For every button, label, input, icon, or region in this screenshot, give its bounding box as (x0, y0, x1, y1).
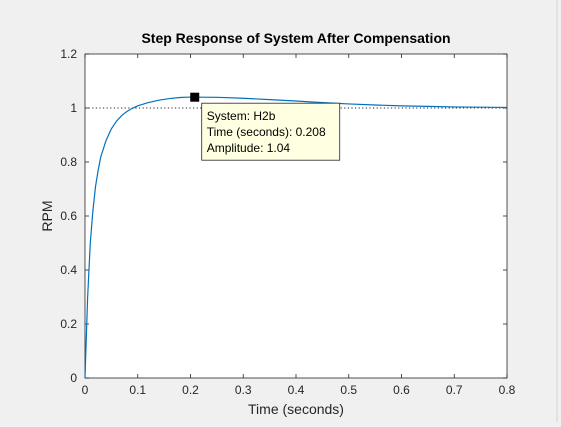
chart-title: Step Response of System After Compensati… (141, 30, 450, 46)
y-tick-label: 0 (70, 371, 77, 385)
x-axis-label: Time (seconds) (248, 401, 344, 417)
x-tick-label: 0.3 (235, 383, 252, 397)
datatip-marker[interactable] (190, 92, 200, 102)
y-tick-label: 0.8 (60, 155, 77, 169)
x-tick-label: 0.6 (393, 383, 410, 397)
x-tick-label: 0 (82, 383, 89, 397)
axis-ticks (84, 53, 508, 379)
y-tick-label: 1.2 (60, 47, 77, 61)
datatip-box (201, 102, 341, 161)
x-tick-label: 0.2 (182, 383, 199, 397)
y-axis-label: RPM (39, 200, 55, 231)
tick-labels: 0 0.1 0.2 0.3 0.4 0.5 0.6 0.7 0.8 0 0.2 0.4 0.6 0.8 1 1… (60, 47, 515, 397)
y-tick-label: 0.6 (60, 209, 77, 223)
y-tick-label: 1 (70, 101, 77, 115)
series-line[interactable] (84, 96, 508, 379)
datatip-text-system: System: H2b (207, 109, 276, 123)
x-tick-label: 0.7 (446, 383, 463, 397)
datatip[interactable]: System: H2b Time (seconds): 0.208 Amplit… (201, 102, 341, 161)
y-tick-label: 0.2 (60, 317, 77, 331)
datatip-text-time: Time (seconds): 0.208 (207, 125, 326, 139)
y-tick-label: 0.4 (60, 263, 77, 277)
x-tick-label: 0.8 (499, 383, 516, 397)
x-tick-label: 0.1 (129, 383, 146, 397)
datatip-text-amplitude: Amplitude: 1.04 (207, 141, 291, 155)
x-tick-label: 0.4 (288, 383, 305, 397)
x-tick-label: 0.5 (340, 383, 357, 397)
